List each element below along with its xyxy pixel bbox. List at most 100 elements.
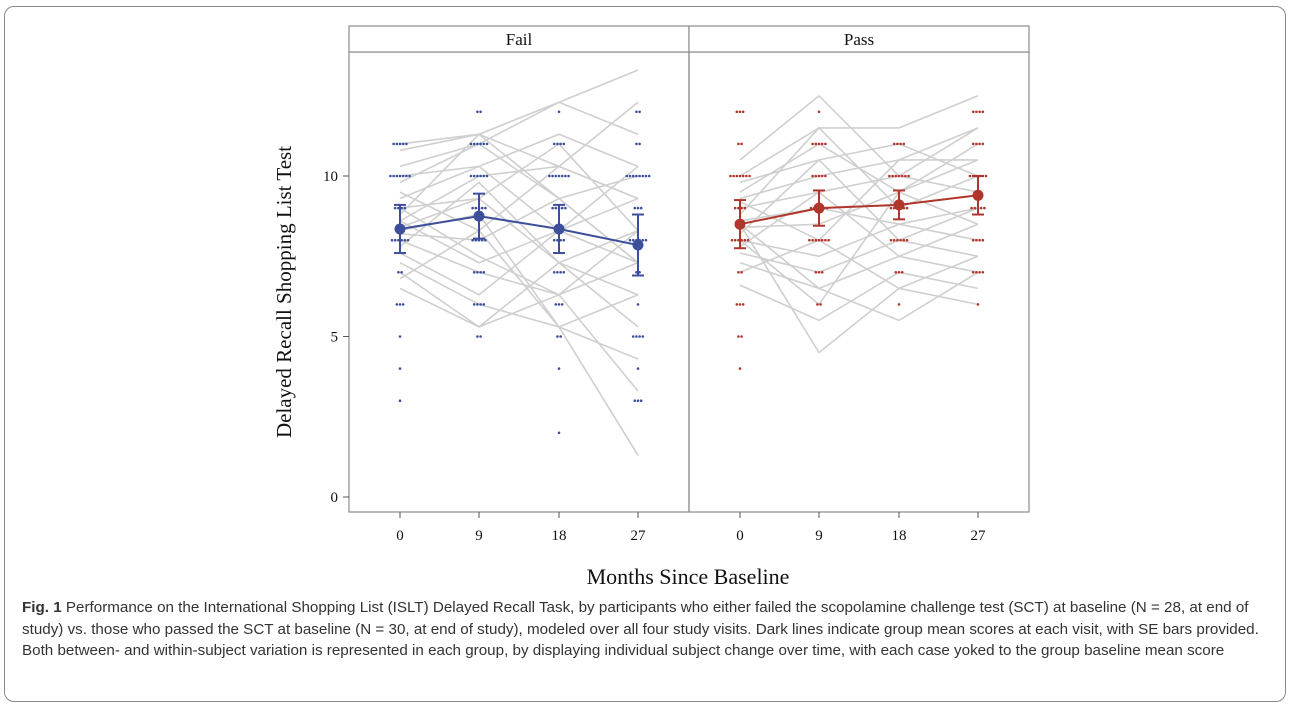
data-point [730, 238, 734, 242]
caption-label: Fig. 1 [22, 599, 62, 616]
data-point [479, 303, 482, 306]
data-point [808, 238, 811, 242]
trajectory-line [399, 165, 639, 222]
x-tick-label: 0 [736, 528, 744, 544]
data-point [741, 110, 745, 114]
trajectory-line [739, 127, 979, 242]
mean-marker [473, 210, 485, 222]
data-point [482, 142, 486, 146]
data-point [485, 174, 489, 178]
data-point [403, 238, 407, 242]
data-point [738, 367, 742, 370]
data-point [817, 142, 821, 146]
data-point [479, 335, 482, 338]
data-point [625, 174, 629, 178]
data-point [398, 303, 402, 306]
data-point [548, 174, 551, 178]
trajectory-line [399, 287, 639, 392]
data-point [469, 142, 473, 146]
data-point [971, 110, 975, 114]
data-point [406, 238, 410, 242]
data-point [811, 238, 814, 242]
data-point [740, 271, 743, 274]
data-point [638, 142, 641, 146]
data-point [892, 142, 896, 146]
data-point [817, 271, 821, 274]
mean-marker [893, 199, 905, 211]
data-point [401, 142, 405, 146]
data-point [811, 174, 814, 178]
data-point [892, 238, 896, 242]
trajectory-line [399, 101, 639, 168]
data-point [732, 174, 735, 178]
data-point [638, 110, 641, 114]
trajectory-line [739, 94, 979, 178]
data-point [740, 142, 743, 146]
data-point [900, 174, 904, 178]
data-point [559, 271, 562, 274]
data-point [968, 174, 972, 178]
panel-frame [688, 51, 1030, 513]
data-point [899, 142, 902, 146]
panel-strip [348, 25, 690, 53]
data-point [740, 335, 743, 338]
data-point [981, 110, 985, 114]
data-point [557, 367, 561, 370]
data-point [905, 238, 909, 242]
data-point [978, 142, 981, 146]
trajectory-line [399, 261, 639, 328]
data-point [562, 271, 566, 274]
x-tick-label: 18 [892, 528, 907, 544]
panel-strip [688, 25, 1030, 53]
data-point [405, 142, 408, 146]
data-point [638, 335, 641, 338]
data-point [557, 174, 561, 178]
x-tick-label: 9 [475, 528, 483, 544]
data-point [482, 271, 486, 274]
data-point [814, 271, 818, 274]
data-point [471, 206, 474, 210]
data-point [978, 110, 981, 114]
data-point [403, 206, 407, 210]
data-point [738, 303, 742, 306]
data-point [743, 206, 747, 210]
data-point [979, 206, 983, 210]
data-point [907, 174, 910, 178]
data-point [904, 174, 907, 178]
data-point [902, 238, 906, 242]
data-point [899, 238, 902, 242]
data-point [748, 174, 751, 178]
data-point [401, 303, 405, 306]
data-point [484, 206, 487, 210]
data-point [554, 206, 558, 210]
data-point [735, 303, 739, 306]
data-point [733, 238, 737, 242]
data-point [824, 142, 827, 146]
data-point [552, 238, 556, 242]
data-point [560, 303, 564, 306]
data-point [889, 206, 893, 210]
data-point [554, 303, 558, 306]
data-point [479, 110, 482, 114]
data-point [554, 174, 558, 178]
data-point [400, 271, 403, 274]
data-point [628, 174, 632, 178]
data-point [392, 174, 395, 178]
mean-marker [394, 223, 406, 235]
x-axis-label: Months Since Baseline [587, 564, 790, 589]
panel-frame [348, 51, 690, 513]
data-point [983, 206, 986, 210]
data-point [743, 238, 747, 242]
data-point [476, 174, 479, 178]
data-point [896, 142, 899, 146]
trajectory-line [399, 229, 639, 296]
data-point [981, 271, 985, 274]
trajectory-line [399, 213, 639, 456]
trajectory-line [399, 207, 639, 296]
data-point [741, 174, 745, 178]
data-point [631, 174, 635, 178]
data-point [888, 174, 891, 178]
data-point [975, 110, 978, 114]
data-point [476, 110, 479, 114]
data-point [395, 174, 399, 178]
